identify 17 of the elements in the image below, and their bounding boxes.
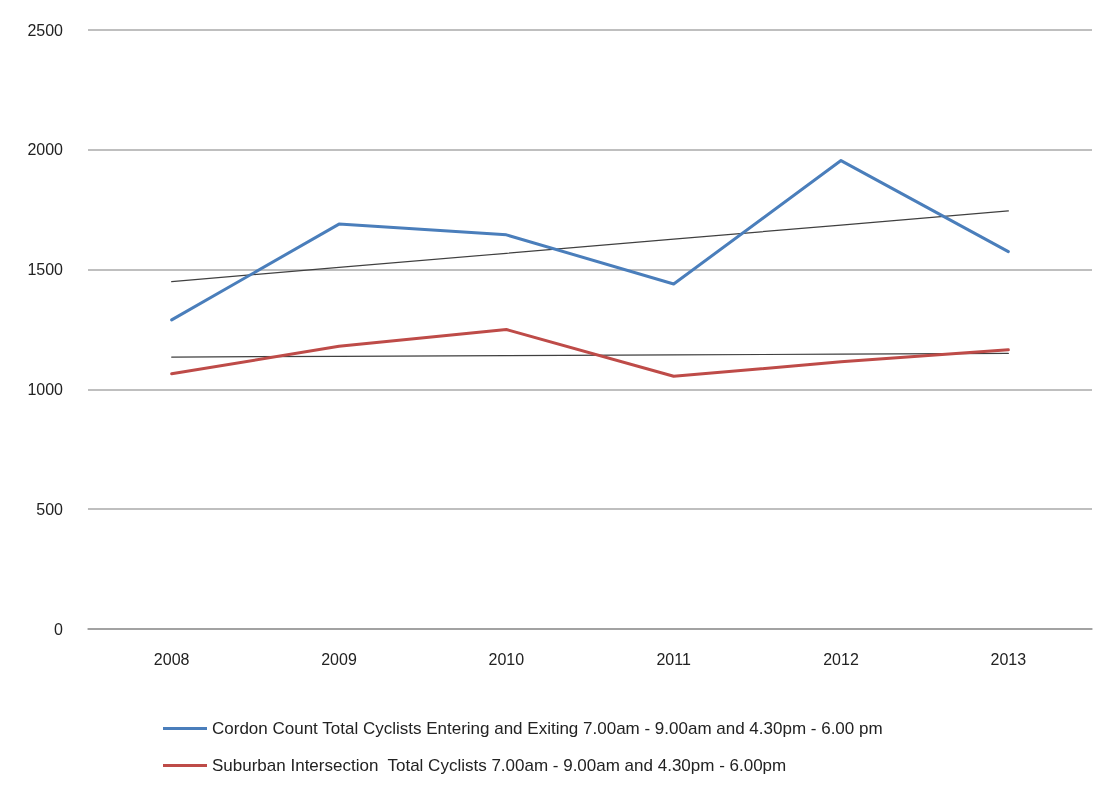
line-series bbox=[170, 328, 1010, 378]
y-tick-label: 2000 bbox=[27, 141, 64, 159]
line-series bbox=[171, 210, 1009, 283]
x-tick-label: 2011 bbox=[656, 650, 691, 668]
legend-label: Cordon Count Total Cyclists Entering and Exiting 7.00am - 9.00am and 4.30pm - 6.00 pm bbox=[212, 719, 883, 738]
x-tick-label: 2009 bbox=[321, 650, 357, 668]
y-tick-label: 1000 bbox=[27, 380, 64, 398]
x-tick-label: 2010 bbox=[488, 650, 525, 668]
y-tick-label: 2500 bbox=[27, 21, 64, 39]
y-tick-label: 1500 bbox=[27, 261, 64, 279]
x-tick-label: 2008 bbox=[153, 650, 190, 668]
y-tick-label: 500 bbox=[36, 500, 64, 518]
legend-label: Suburban Intersection Total Cyclists 7.00am - 9.00am and 4.30pm - 6.00pm bbox=[212, 756, 787, 775]
y-tick-label: 0 bbox=[54, 620, 64, 638]
x-tick-label: 2012 bbox=[823, 650, 859, 668]
line-series bbox=[170, 159, 1010, 322]
x-tick-label: 2013 bbox=[990, 650, 1027, 668]
